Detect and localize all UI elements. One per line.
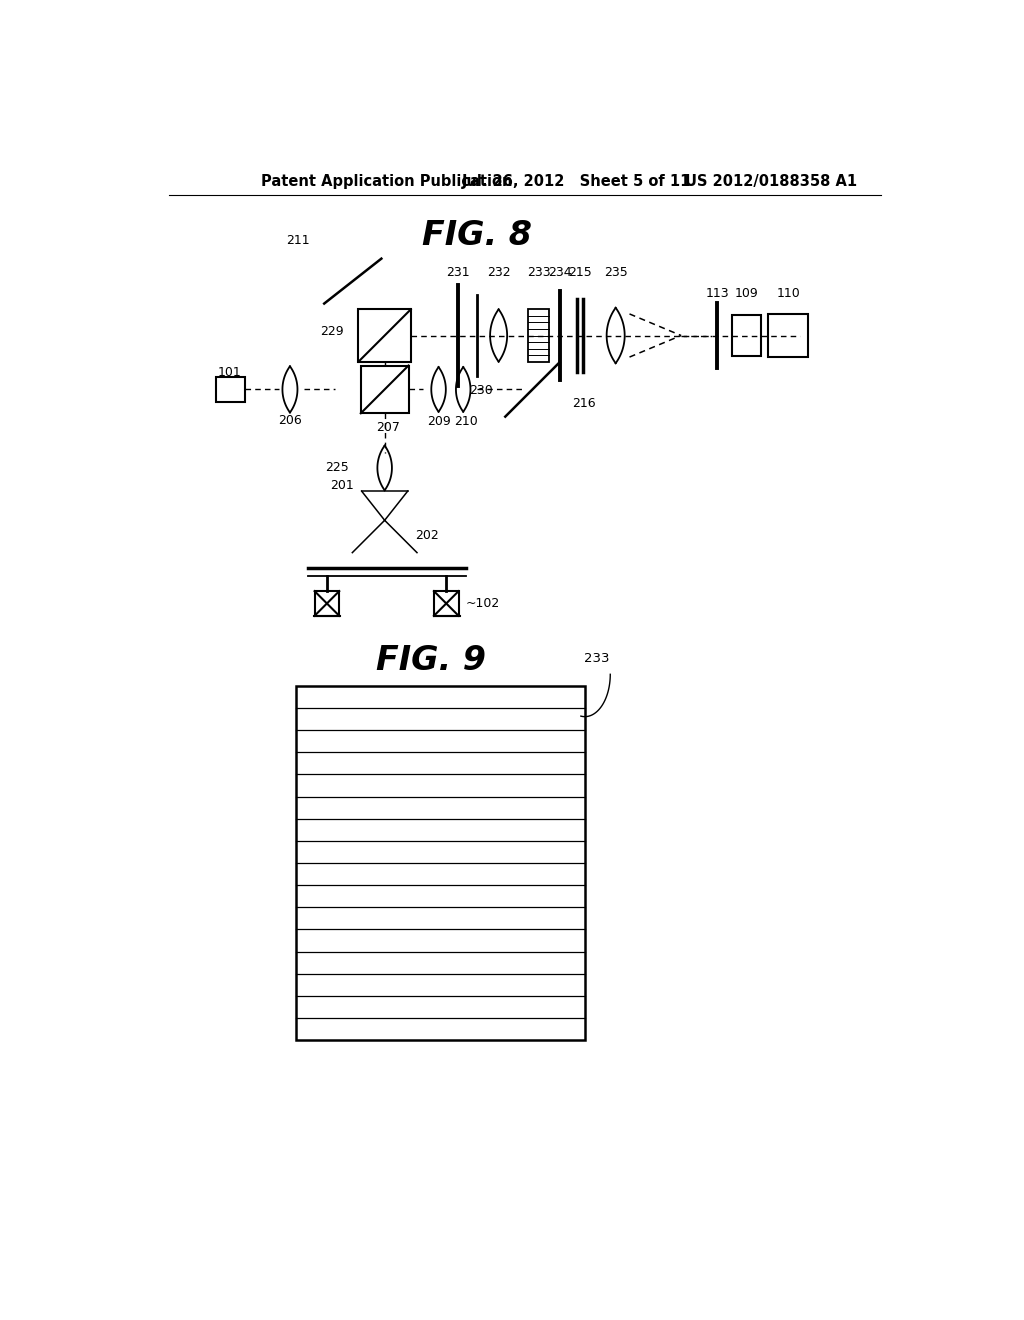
Text: 235: 235 bbox=[604, 265, 628, 279]
Bar bbox=[296, 686, 585, 1040]
Text: 233: 233 bbox=[584, 652, 609, 665]
Text: 233: 233 bbox=[526, 265, 551, 279]
Text: 206: 206 bbox=[279, 413, 302, 426]
Bar bbox=[732, 315, 761, 355]
Bar bbox=[314, 591, 339, 615]
Text: FIG. 9: FIG. 9 bbox=[376, 644, 485, 677]
Text: 109: 109 bbox=[734, 286, 759, 300]
Text: 230: 230 bbox=[469, 384, 493, 397]
Text: 202: 202 bbox=[415, 529, 439, 543]
Text: 232: 232 bbox=[486, 265, 510, 279]
Text: 210: 210 bbox=[454, 416, 477, 428]
Text: 234: 234 bbox=[549, 265, 572, 279]
Text: 215: 215 bbox=[568, 265, 592, 279]
Text: US 2012/0188358 A1: US 2012/0188358 A1 bbox=[685, 174, 857, 189]
Bar bbox=[360, 366, 409, 413]
Text: 110: 110 bbox=[776, 286, 800, 300]
Bar bbox=[528, 309, 550, 362]
Text: 231: 231 bbox=[446, 265, 470, 279]
Text: ~102: ~102 bbox=[466, 597, 500, 610]
Text: Patent Application Publication: Patent Application Publication bbox=[261, 174, 513, 189]
Text: Jul. 26, 2012   Sheet 5 of 11: Jul. 26, 2012 Sheet 5 of 11 bbox=[462, 174, 691, 189]
Text: 201: 201 bbox=[331, 479, 354, 492]
Text: 216: 216 bbox=[572, 397, 596, 409]
Bar bbox=[434, 591, 459, 615]
Text: 113: 113 bbox=[706, 286, 729, 300]
Bar bbox=[216, 378, 246, 401]
Text: 211: 211 bbox=[287, 234, 310, 247]
Text: 207: 207 bbox=[377, 421, 400, 434]
Bar bbox=[768, 314, 808, 356]
Text: FIG. 8: FIG. 8 bbox=[422, 219, 532, 252]
Text: 225: 225 bbox=[325, 462, 349, 474]
Text: 229: 229 bbox=[321, 325, 344, 338]
Text: 209: 209 bbox=[427, 416, 451, 428]
Bar bbox=[358, 309, 411, 362]
Text: 101: 101 bbox=[217, 366, 242, 379]
